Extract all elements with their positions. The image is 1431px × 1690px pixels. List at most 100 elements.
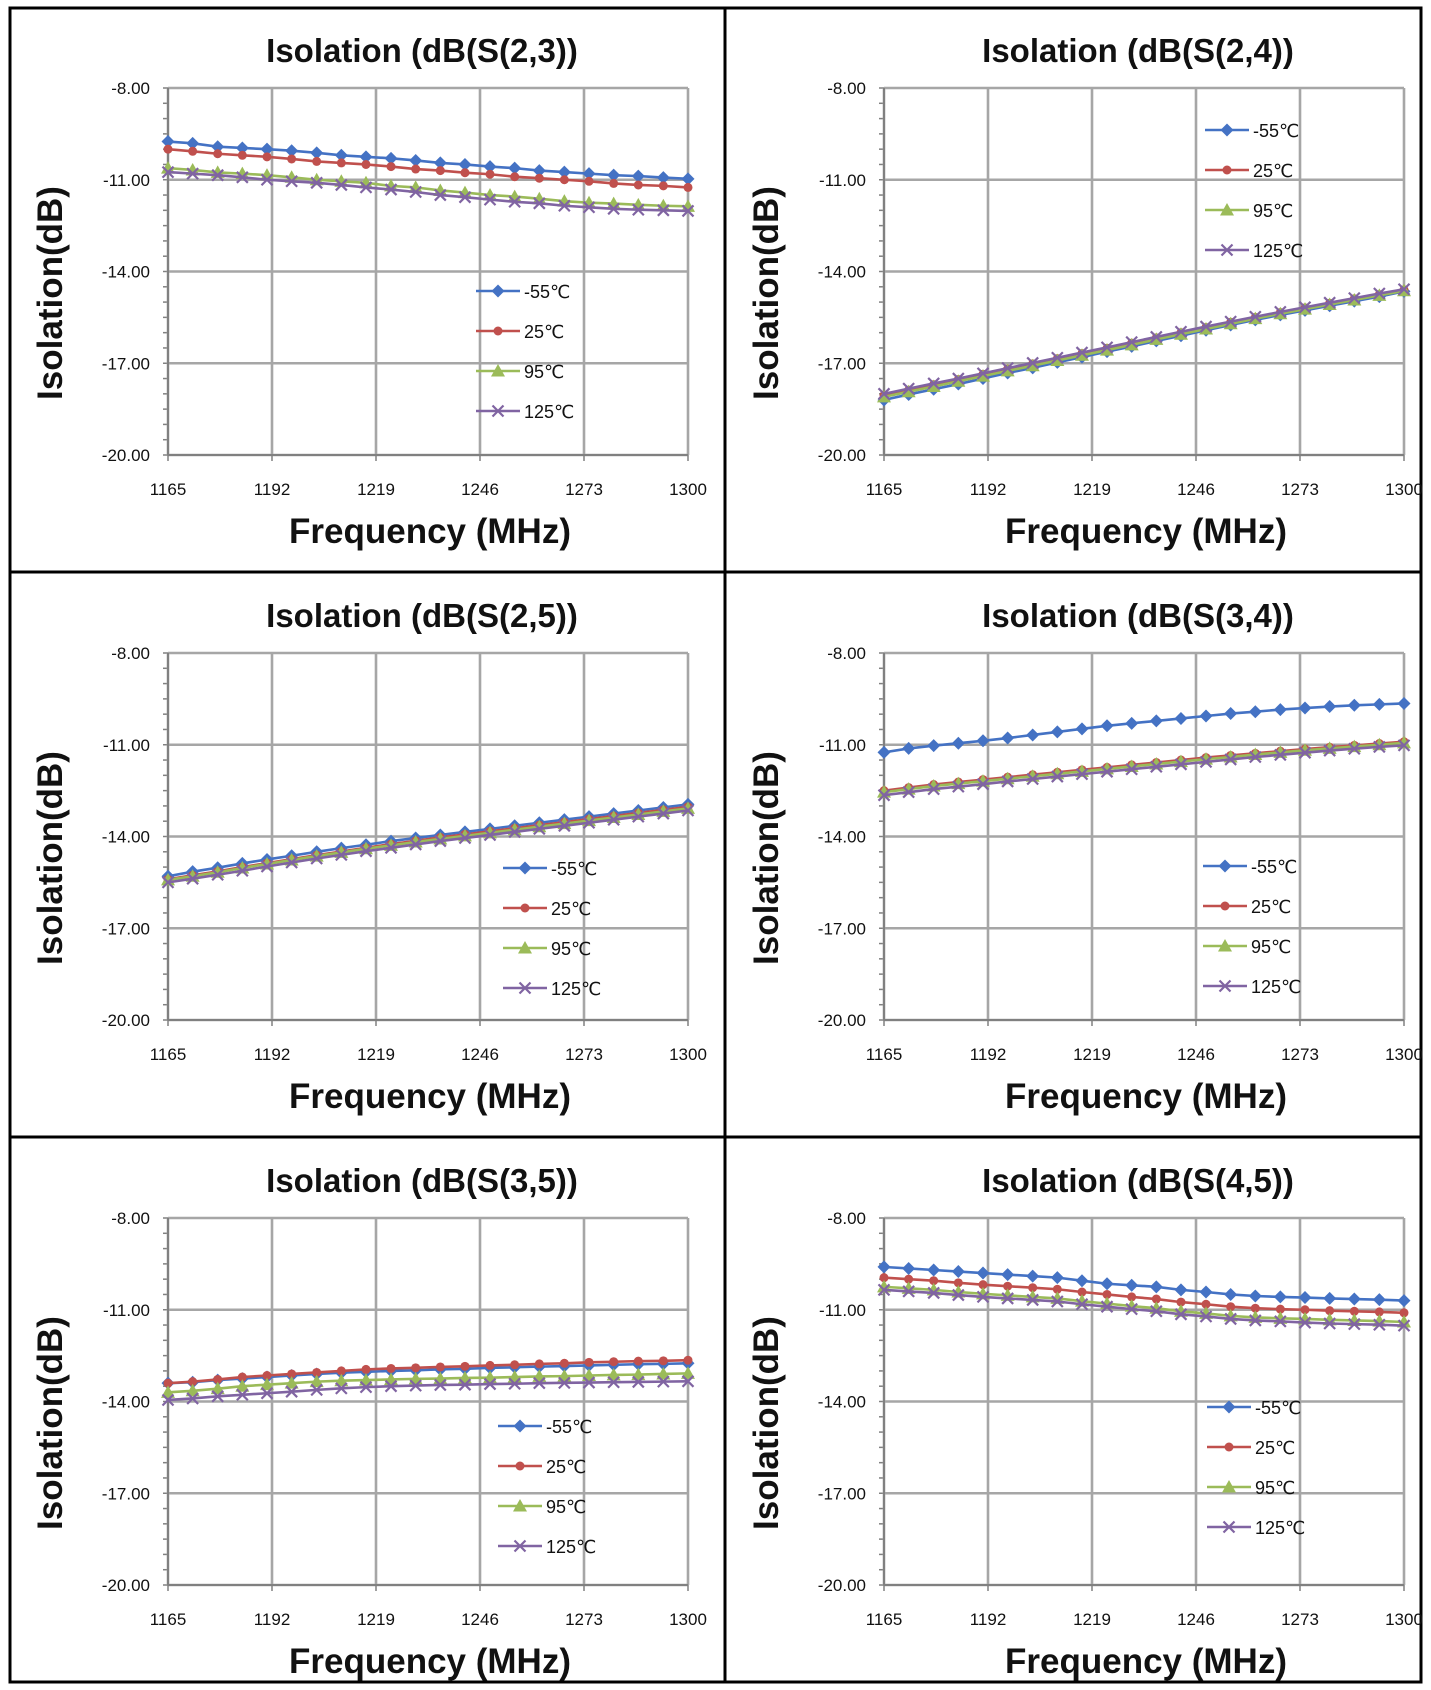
series-line — [167, 140, 689, 181]
series-line — [167, 1361, 689, 1385]
data-point — [902, 382, 915, 395]
series-line — [883, 1285, 1405, 1324]
y-tick-label: -8.00 — [827, 79, 866, 98]
y-tick-label: -8.00 — [111, 79, 150, 98]
data-point — [877, 788, 891, 802]
data-point — [1050, 353, 1065, 366]
data-point — [902, 1261, 916, 1275]
series-line — [883, 289, 1405, 399]
data-point — [902, 785, 915, 799]
data-point — [508, 825, 521, 839]
x-tick-label: 1300 — [669, 480, 707, 499]
data-point — [1273, 1290, 1287, 1304]
data-point — [877, 1283, 891, 1297]
data-point — [1051, 351, 1064, 365]
data-point — [1074, 348, 1089, 361]
series-line — [167, 807, 689, 882]
data-point — [681, 172, 695, 186]
data-point — [1248, 1289, 1262, 1303]
series-1 — [877, 1260, 1411, 1308]
data-point — [335, 1382, 348, 1395]
legend-marker — [1222, 1520, 1236, 1534]
data-point — [1001, 1268, 1015, 1282]
data-point — [336, 1366, 346, 1376]
data-point — [1298, 746, 1312, 759]
data-point — [483, 828, 497, 842]
data-point — [1075, 722, 1089, 736]
legend-label: 25℃ — [551, 899, 591, 919]
y-tick-label: -17.00 — [818, 354, 866, 373]
data-point — [213, 1374, 223, 1384]
x-tick-label: 1219 — [1073, 480, 1111, 499]
data-point — [1077, 1287, 1087, 1297]
data-point — [237, 150, 247, 160]
legend-marker — [1218, 939, 1232, 952]
data-point — [1149, 1280, 1163, 1294]
data-point — [582, 167, 596, 181]
series-1 — [161, 135, 695, 186]
data-point — [558, 1376, 571, 1390]
data-point — [877, 1260, 891, 1274]
x-tick-label: 1300 — [1385, 1045, 1423, 1064]
data-point — [976, 367, 990, 380]
y-tick-label: -8.00 — [111, 1209, 150, 1228]
data-point — [508, 161, 522, 175]
data-point — [1349, 1306, 1359, 1316]
data-point — [1001, 731, 1015, 745]
data-point — [534, 173, 544, 183]
data-point — [335, 848, 348, 862]
data-point — [1274, 1315, 1287, 1328]
series-line — [883, 287, 1405, 396]
legend-label: 25℃ — [524, 322, 564, 342]
data-point — [1250, 1303, 1260, 1313]
data-point — [927, 739, 941, 753]
series-line — [167, 809, 689, 884]
y-tick-label: -8.00 — [827, 1209, 866, 1228]
x-axis-label: Frequency (MHz) — [1005, 512, 1287, 551]
data-point — [161, 135, 175, 149]
data-point — [877, 387, 891, 401]
data-point — [1050, 1271, 1064, 1285]
data-point — [235, 141, 249, 155]
data-point — [433, 156, 447, 170]
data-point — [1397, 696, 1411, 710]
y-tick-label: -14.00 — [818, 1393, 866, 1412]
data-point — [188, 1377, 198, 1387]
data-point — [1100, 719, 1114, 733]
data-point — [1026, 728, 1040, 742]
chart-title: Isolation (dB(S(3,4)) — [982, 597, 1294, 634]
data-point — [953, 1278, 963, 1288]
data-point — [460, 1361, 470, 1371]
data-point — [485, 169, 495, 179]
x-axis-label: Frequency (MHz) — [289, 1642, 571, 1681]
legend-label: 25℃ — [546, 1457, 586, 1477]
data-point — [213, 149, 223, 159]
data-point — [262, 152, 272, 162]
data-point — [1248, 705, 1262, 719]
x-axis-label: Frequency (MHz) — [1005, 1077, 1287, 1116]
legend-marker — [518, 861, 532, 875]
x-tick-label: 1165 — [866, 1045, 903, 1064]
data-point — [1100, 765, 1114, 778]
data-point — [584, 176, 594, 186]
data-point — [1325, 1306, 1335, 1316]
data-point — [285, 144, 299, 158]
chart-title: Isolation (dB(S(2,5)) — [266, 597, 578, 634]
data-point — [508, 195, 521, 209]
data-point — [1125, 1278, 1139, 1292]
data-point — [1348, 742, 1361, 756]
series-line — [883, 741, 1405, 794]
legend-label: 95℃ — [1253, 201, 1293, 221]
data-point — [951, 374, 966, 387]
data-point — [186, 167, 199, 180]
data-point — [1323, 744, 1336, 757]
y-axis-label: Isolation(dB) — [31, 1316, 70, 1530]
y-tick-label: -20.00 — [818, 1576, 866, 1595]
data-point — [658, 1356, 668, 1366]
data-point — [1075, 1274, 1089, 1288]
legend-label: -55℃ — [546, 1417, 592, 1437]
data-point — [1151, 1294, 1161, 1304]
data-point — [1275, 1304, 1285, 1314]
data-point — [1249, 310, 1262, 324]
series-4 — [161, 1375, 695, 1407]
